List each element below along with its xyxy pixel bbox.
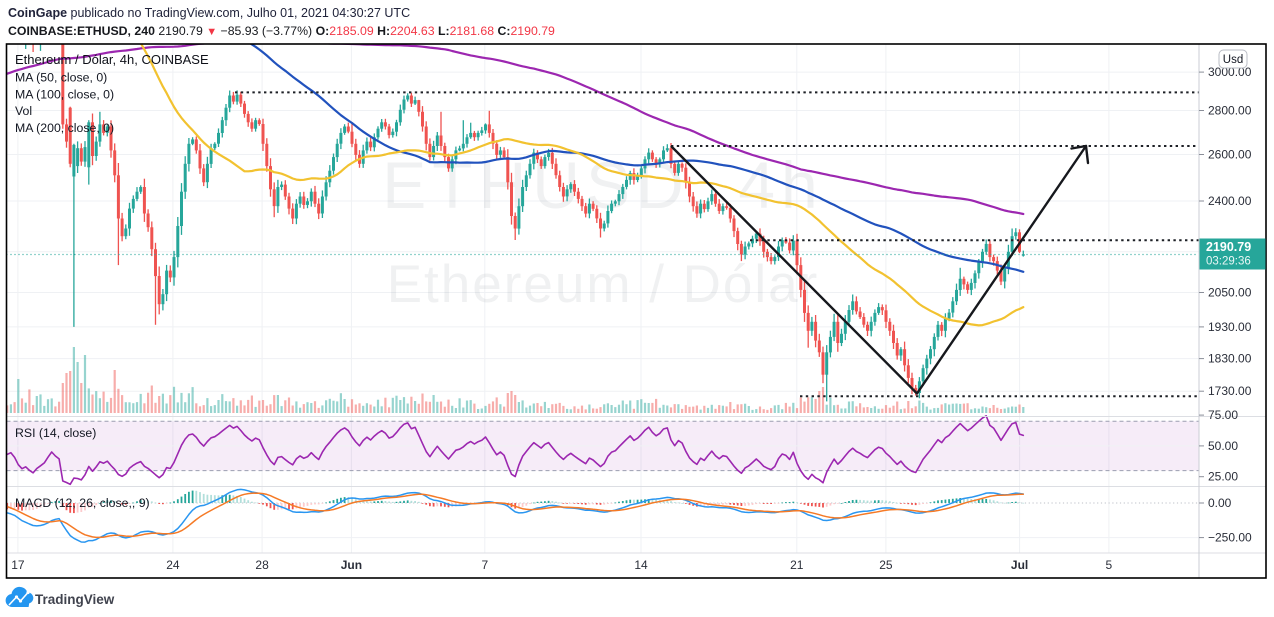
svg-text:2800.00: 2800.00 <box>1208 104 1252 118</box>
svg-text:2600.00: 2600.00 <box>1208 148 1252 162</box>
svg-text:24: 24 <box>166 558 180 572</box>
svg-text:2050.00: 2050.00 <box>1208 286 1252 300</box>
svg-text:Jun: Jun <box>341 558 362 572</box>
svg-text:21: 21 <box>790 558 804 572</box>
svg-text:25: 25 <box>879 558 893 572</box>
svg-text:MACD (12, 26, close,, 9): MACD (12, 26, close,, 9) <box>15 496 150 510</box>
svg-text:Vol: Vol <box>15 104 32 118</box>
svg-text:MA (100, close, 0): MA (100, close, 0) <box>15 88 114 102</box>
svg-text:−250.00: −250.00 <box>1208 531 1252 545</box>
svg-text:7: 7 <box>481 558 488 572</box>
svg-text:3000.00: 3000.00 <box>1208 65 1252 79</box>
svg-text:RSI (14, close): RSI (14, close) <box>15 426 96 440</box>
svg-text:5: 5 <box>1106 558 1113 572</box>
svg-text:Ethereum / Dólar, 4h, COINBASE: Ethereum / Dólar, 4h, COINBASE <box>15 52 209 67</box>
svg-text:ETHUSD, 4h: ETHUSD, 4h <box>382 148 823 222</box>
svg-text:Ethereum / Dólar: Ethereum / Dólar <box>387 255 820 314</box>
svg-text:COINBASE:ETHUSD, 240 2190.79 ▼: COINBASE:ETHUSD, 240 2190.79 ▼ −85.93 (−… <box>8 24 555 38</box>
svg-text:28: 28 <box>255 558 269 572</box>
svg-text:25.00: 25.00 <box>1208 470 1238 484</box>
svg-text:Usd: Usd <box>1223 54 1243 66</box>
svg-text:1930.00: 1930.00 <box>1208 320 1252 334</box>
svg-text:1830.00: 1830.00 <box>1208 352 1252 366</box>
svg-text:TradingView: TradingView <box>35 592 115 607</box>
svg-text:2190.79: 2190.79 <box>1206 240 1251 254</box>
svg-text:CoinGape publicado no TradingV: CoinGape publicado no TradingView.com, J… <box>8 6 410 20</box>
svg-text:50.00: 50.00 <box>1208 439 1238 453</box>
svg-text:MA (50, close, 0): MA (50, close, 0) <box>15 71 107 85</box>
svg-text:Jul: Jul <box>1011 558 1028 572</box>
svg-text:14: 14 <box>634 558 648 572</box>
svg-text:75.00: 75.00 <box>1208 408 1238 422</box>
svg-text:03:29:36: 03:29:36 <box>1206 256 1251 268</box>
svg-text:MA (200, close, 0): MA (200, close, 0) <box>15 121 114 135</box>
svg-text:1730.00: 1730.00 <box>1208 384 1252 398</box>
svg-text:0.00: 0.00 <box>1208 496 1232 510</box>
svg-text:2400.00: 2400.00 <box>1208 194 1252 208</box>
svg-text:17: 17 <box>11 558 25 572</box>
